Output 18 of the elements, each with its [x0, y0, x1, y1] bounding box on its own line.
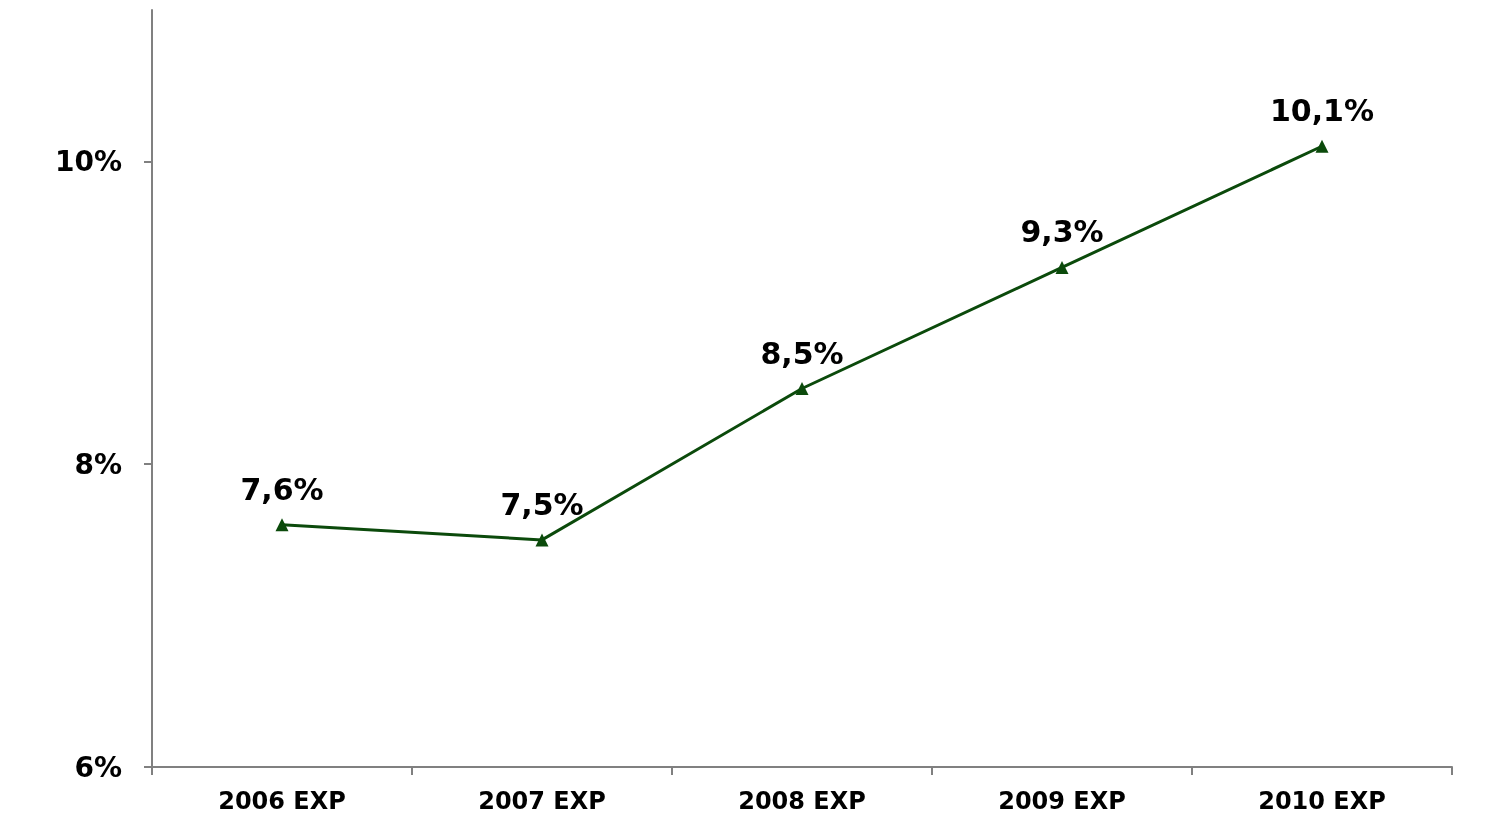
- x-tick-label: 2006 EXP: [218, 787, 346, 815]
- point: [795, 382, 809, 395]
- data-label: 9,3%: [1020, 214, 1104, 250]
- y-tick-label: 10%: [54, 144, 122, 178]
- point: [1055, 260, 1069, 274]
- x-tick-label: 2010 EXP: [1258, 787, 1386, 815]
- point: [535, 533, 549, 547]
- data-label: 7,6%: [240, 471, 324, 507]
- data-label: 8,5%: [760, 335, 844, 371]
- data-label: 7,5%: [500, 486, 584, 522]
- point: [1315, 139, 1329, 153]
- x-tick-label: 2007 EXP: [478, 787, 606, 815]
- x-tick-label: 2008 EXP: [738, 787, 866, 815]
- y-tick-label: 6%: [74, 750, 122, 784]
- data-label: 10,1%: [1269, 93, 1375, 129]
- x-tick-label: 2009 EXP: [998, 787, 1126, 815]
- y-tick-label: 8%: [74, 447, 122, 481]
- point: [275, 518, 289, 532]
